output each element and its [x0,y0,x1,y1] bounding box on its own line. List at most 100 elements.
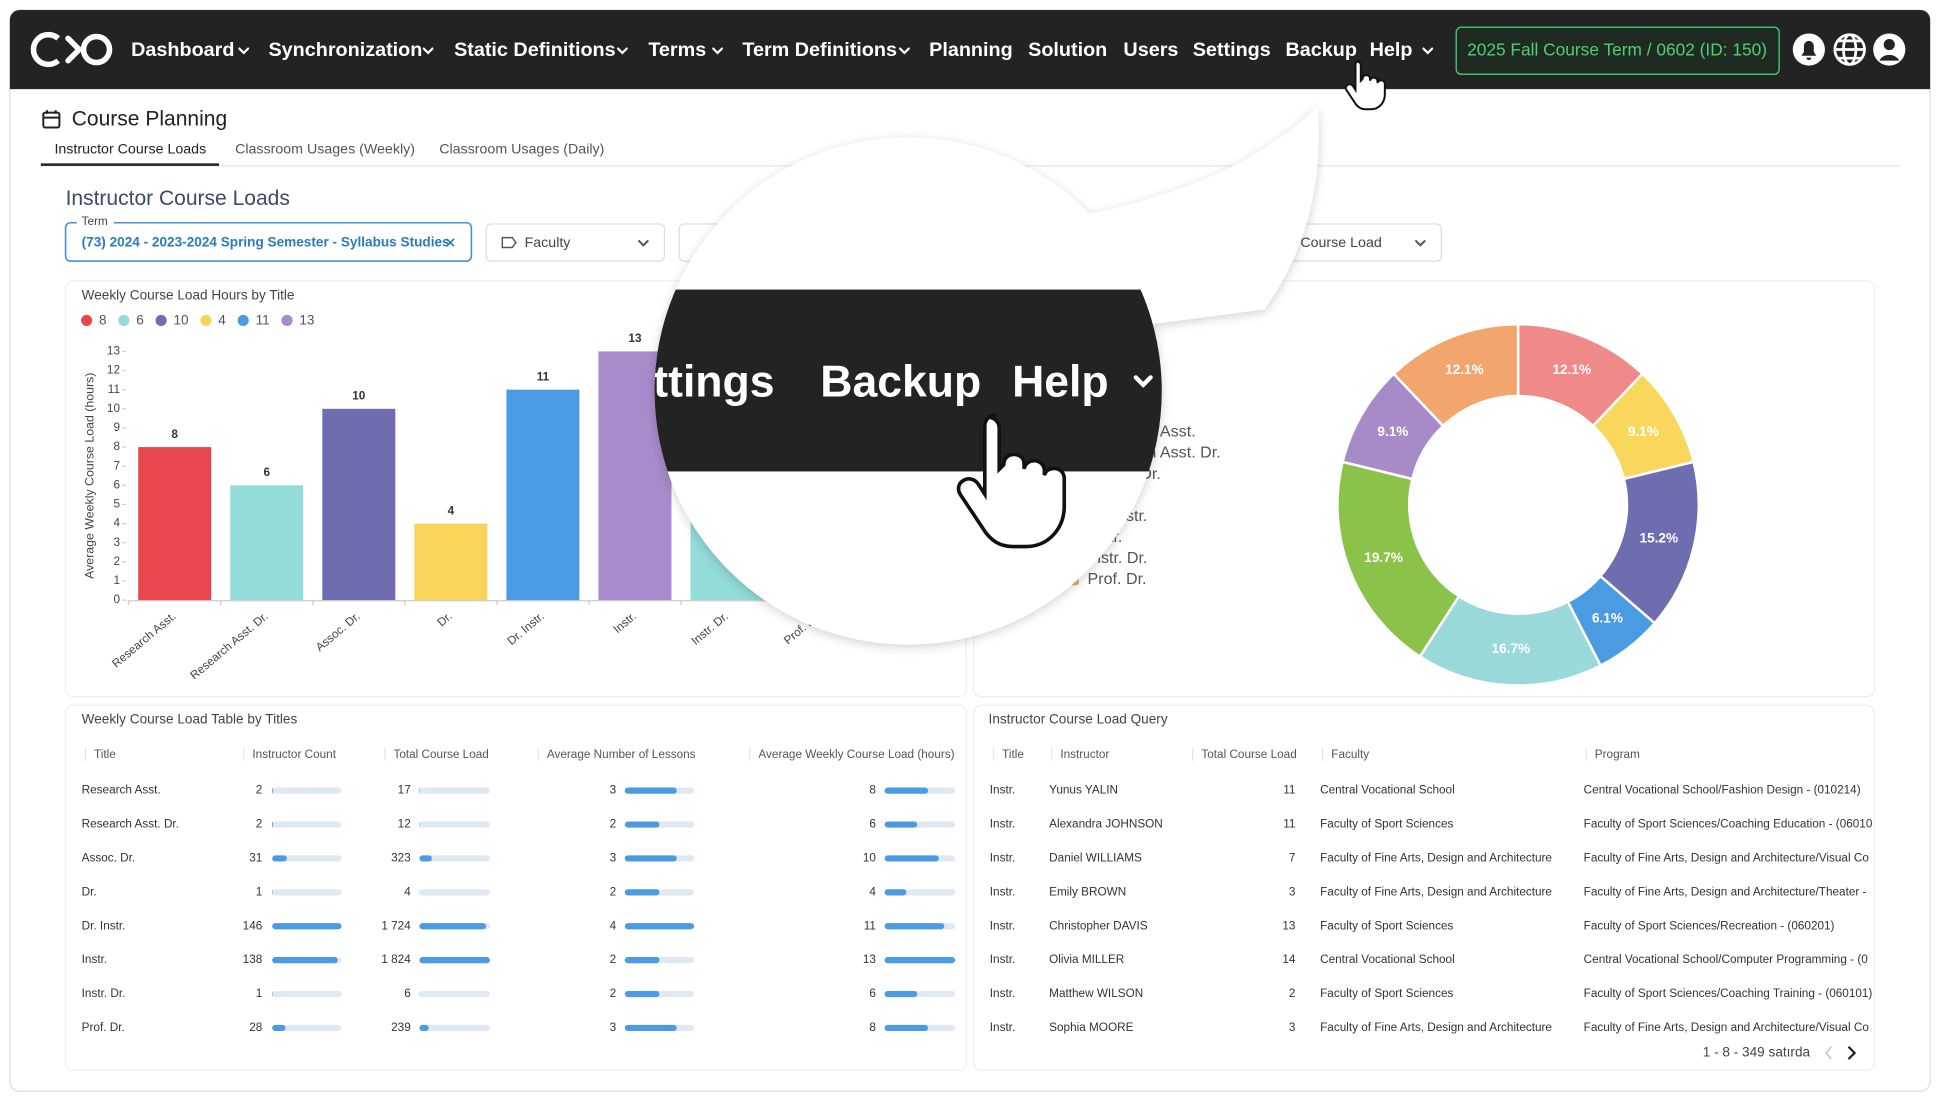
column-header: Program [1595,748,1640,761]
term-filter-value[interactable]: (73) 2024 - 2023-2024 Spring Semester - … [82,235,450,250]
table-cell: 138 [243,953,263,966]
progress-bar [272,957,338,964]
legend-swatch [281,314,293,327]
magnified-nav-item[interactable]: Settings [599,358,775,407]
table-cell: 8 [869,784,876,797]
donut-value-label: 9.1% [1377,424,1408,439]
panel [973,704,1876,1071]
bar-value-label: 13 [628,332,642,345]
progress-track [272,990,342,998]
table-cell: Dr. Instr. [82,919,126,932]
term-button[interactable] [1455,26,1780,76]
course-load-filter-label[interactable]: Course Load [1300,235,1381,251]
magnified-nav-item[interactable]: Help [1012,358,1108,407]
table-cell: Instr. [990,1021,1015,1034]
faculty-filter[interactable] [485,223,666,262]
next-page[interactable] [1847,1045,1857,1060]
nav-item[interactable]: Solution [1028,39,1107,61]
tab[interactable]: Instructor Course Loads [54,142,206,158]
donut-legend-label: Prof. Dr. [1088,570,1147,588]
y-tick-label: 6 [113,478,120,491]
progress-track [419,1024,490,1032]
magnified-nav-item[interactable]: Backup [820,358,981,407]
y-tick-label: 1 [113,574,120,587]
progress-bar [624,855,677,862]
nav-item[interactable]: Help [1370,39,1413,61]
progress-track [419,787,490,794]
tab[interactable]: Classroom Usages (Daily) [439,142,604,158]
progress-bar [272,1024,286,1032]
nav-item[interactable]: Term Definitions [742,39,897,61]
column-header: Instructor Count [252,748,336,761]
nav-item[interactable]: Settings [1193,39,1271,61]
y-tick-label: 11 [108,383,120,396]
nav-item[interactable]: Backup [1285,39,1356,61]
donut-slice [1391,322,1520,428]
nav-item[interactable]: Terms [648,39,706,61]
globe-icon[interactable] [1833,33,1866,66]
table-cell: Instr. [990,818,1015,831]
page-title: Course Planning [72,108,227,131]
progress-bar [624,990,660,998]
table-cell: Faculty of Fine Arts, Design and Archite… [1320,852,1552,865]
bar-value-label: 4 [448,504,455,517]
column-header: Average Number of Lessons [547,748,696,761]
table-cell: 3 [1289,1021,1296,1034]
table-title: Weekly Course Load Table by Titles [82,712,298,727]
clear-icon[interactable] [446,238,455,247]
table-cell: 6 [869,987,876,1000]
progress-bar [624,889,660,896]
table-cell: Faculty of Sport Sciences/Coaching Educa… [1584,818,1873,831]
progress-bar [884,923,945,930]
progress-bar [624,821,660,828]
chevron [638,240,649,247]
table-cell: 11 [864,919,876,932]
table-cell: 11 [1283,784,1295,797]
chevron [238,47,250,55]
nav-item[interactable]: Planning [929,39,1013,61]
table-cell: Instr. [990,919,1015,932]
progress-track [419,855,490,862]
table-cell: 3 [610,784,617,797]
term-label-bg [76,215,114,228]
nav-item[interactable]: Users [1123,39,1178,61]
tab[interactable]: Classroom Usages (Weekly) [235,142,415,158]
y-axis-title: Average Weekly Course Load (hours) [83,373,97,579]
progress-bar [884,855,939,862]
table-cell: 13 [1282,919,1296,932]
table-cell: 1 824 [381,953,411,966]
table-cell: Central Vocational School/Fashion Design… [1584,784,1861,797]
nav-item[interactable]: Synchronization [268,39,422,61]
table-cell: 2 [610,987,617,1000]
progress-bar [272,855,287,862]
logo[interactable] [30,31,113,68]
table-cell: 8 [869,1021,876,1034]
column-header: Total Course Load [1201,748,1296,761]
chevron [898,47,910,55]
bar-value-label: 6 [263,466,270,479]
progress-bar [419,1024,429,1032]
user-icon[interactable] [1873,33,1906,66]
progress-bar [884,957,956,964]
term-button-label[interactable]: 2025 Fall Course Term / 0602 (ID: 150) [1467,39,1767,59]
y-tick-label: 9 [113,421,120,434]
term-filter[interactable] [64,221,473,262]
table-cell: Instr. Dr. [82,987,126,1000]
table-cell: 6 [869,818,876,831]
table-cell: 2 [1289,987,1296,1000]
bell-icon[interactable] [1792,33,1825,66]
faculty-filter-label[interactable]: Faculty [525,235,572,251]
chart-title: Weekly Course Load Hours by Title [82,287,295,302]
table-title: Instructor Course Load Query [989,712,1168,727]
progress-bar [419,787,421,794]
donut-value-label: 16.7% [1492,641,1531,656]
nav-item[interactable]: Dashboard [131,39,234,61]
table-cell: 2 [256,784,263,797]
tag-icon [501,236,517,249]
progress-bar [419,923,487,930]
table-cell: 6 [404,987,411,1000]
prev-page[interactable] [1824,1046,1832,1060]
table-cell: Faculty of Fine Arts, Design and Archite… [1320,885,1552,898]
nav-item[interactable]: Static Definitions [454,39,616,61]
progress-bar [419,957,490,964]
